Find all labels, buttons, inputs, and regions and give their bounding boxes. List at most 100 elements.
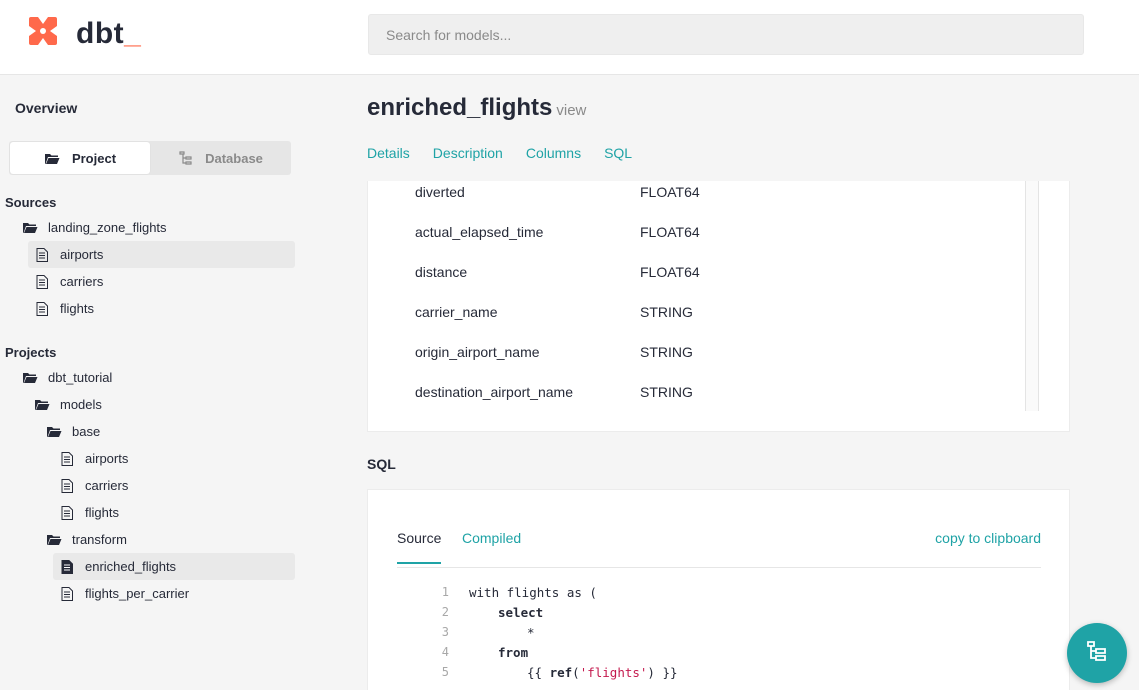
tree-folder-models[interactable]: models	[34, 391, 295, 418]
projects-title: Projects	[5, 345, 57, 360]
tree-item-label: transform	[72, 532, 127, 547]
tree-item-label: base	[72, 424, 101, 439]
project-tab[interactable]: Project	[10, 142, 150, 174]
file-icon	[59, 505, 75, 521]
line-number: 5	[441, 665, 449, 679]
sources-title: Sources	[5, 195, 57, 210]
column-type: FLOAT64	[640, 224, 700, 240]
tree-item-label: landing_zone_flights	[48, 220, 167, 235]
column-row[interactable]: actual_elapsed_time FLOAT64	[415, 224, 700, 240]
tree-item-label: flights	[85, 505, 119, 520]
database-tab-label: Database	[205, 150, 263, 166]
sql-panel: Source Compiled copy to clipboard 1 with…	[367, 489, 1070, 690]
tree-file-airports-model[interactable]: airports	[53, 445, 295, 472]
column-name: diverted	[415, 184, 465, 200]
folder-open-icon	[34, 397, 50, 413]
code-line: with flights as (	[469, 585, 597, 600]
column-name: destination_airport_name	[415, 384, 573, 400]
tree-folder-dbt-tutorial[interactable]: dbt_tutorial	[22, 364, 295, 391]
lineage-graph-button[interactable]	[1067, 623, 1127, 683]
tree-item-label: carriers	[60, 274, 104, 289]
code-line: *	[527, 625, 535, 640]
file-icon	[59, 478, 75, 494]
code-line: select	[498, 605, 544, 620]
section-tabs: Details Description Columns SQL	[367, 145, 632, 161]
file-filled-icon	[59, 559, 75, 575]
tab-description[interactable]: Description	[432, 145, 503, 161]
tab-columns[interactable]: Columns	[525, 145, 582, 161]
columns-panel: diverted FLOAT64 actual_elapsed_time FLO…	[367, 181, 1070, 432]
tree-item-label: flights	[60, 301, 94, 316]
model-kind-badge: view	[556, 102, 587, 119]
project-database-switch: Project Database	[9, 141, 291, 175]
file-icon	[34, 247, 50, 263]
line-number: 2	[441, 605, 449, 619]
column-type: STRING	[640, 384, 693, 400]
tree-item-label: flights_per_carrier	[85, 586, 190, 601]
project-tab-label: Project	[71, 150, 117, 166]
column-type: FLOAT64	[640, 264, 700, 280]
line-number: 1	[441, 585, 449, 599]
tree-file-enriched-flights[interactable]: enriched_flights	[53, 553, 295, 580]
tab-details[interactable]: Details	[367, 145, 410, 161]
column-type: STRING	[640, 344, 693, 360]
file-icon	[34, 301, 50, 317]
tab-source[interactable]: Source	[397, 530, 441, 564]
file-icon	[59, 451, 75, 467]
tree-item-label: models	[60, 397, 102, 412]
folder-open-icon	[46, 532, 62, 548]
tree-folder-base[interactable]: base	[46, 418, 295, 445]
column-name: origin_airport_name	[415, 344, 540, 360]
sql-tabs: Source Compiled copy to clipboard	[397, 528, 1041, 568]
tree-item-label: airports	[85, 451, 129, 466]
tree-item-label: enriched_flights	[85, 559, 177, 574]
column-name: carrier_name	[415, 304, 498, 320]
tree-file-flights-source[interactable]: flights	[28, 295, 295, 322]
line-number: 3	[441, 625, 449, 639]
sidebar: Overview Project Database Sources landin…	[0, 75, 300, 690]
sql-section-heading: SQL	[367, 456, 396, 472]
tree-item-label: dbt_tutorial	[48, 370, 113, 385]
column-row[interactable]: origin_airport_name STRING	[415, 344, 693, 360]
tree-item-label: airports	[60, 247, 104, 262]
top-bar: dbt_	[0, 0, 1139, 75]
tree-file-flights-per-carrier[interactable]: flights_per_carrier	[53, 580, 295, 607]
column-name: actual_elapsed_time	[415, 224, 544, 240]
code-line: from	[498, 645, 529, 660]
tree-folder-transform[interactable]: transform	[46, 526, 295, 553]
tree-file-airports-source[interactable]: airports	[28, 241, 295, 268]
code-line: {{ ref('flights') }}	[527, 665, 678, 680]
tree-file-carriers-model[interactable]: carriers	[53, 472, 295, 499]
tab-compiled[interactable]: Compiled	[462, 530, 522, 546]
search-input[interactable]	[368, 14, 1084, 55]
copy-to-clipboard-button[interactable]: copy to clipboard	[935, 530, 1041, 546]
tree-file-carriers-source[interactable]: carriers	[28, 268, 295, 295]
file-icon	[59, 586, 75, 602]
tree-item-label: carriers	[85, 478, 129, 493]
folder-open-icon	[22, 220, 38, 236]
logo-wordmark: dbt_	[76, 16, 142, 50]
column-row[interactable]: distance FLOAT64	[415, 264, 700, 280]
line-number: 4	[441, 645, 449, 659]
database-tree-icon	[179, 151, 193, 165]
tree-file-flights-model[interactable]: flights	[53, 499, 295, 526]
database-tab[interactable]: Database	[151, 141, 291, 175]
column-type: STRING	[640, 304, 693, 320]
column-type: FLOAT64	[640, 184, 700, 200]
column-row[interactable]: diverted FLOAT64	[415, 184, 700, 200]
folder-open-icon	[46, 424, 62, 440]
tree-folder-landing-zone-flights[interactable]: landing_zone_flights	[22, 214, 295, 241]
columns-scrollbar[interactable]	[1025, 181, 1039, 411]
overview-link[interactable]: Overview	[15, 100, 78, 116]
column-row[interactable]: destination_airport_name STRING	[415, 384, 693, 400]
page-title: enriched_flights view	[367, 94, 586, 122]
column-name: distance	[415, 264, 468, 280]
model-name: enriched_flights	[367, 94, 553, 121]
tab-sql[interactable]: SQL	[604, 145, 633, 161]
folder-open-icon	[44, 152, 60, 165]
column-row[interactable]: carrier_name STRING	[415, 304, 693, 320]
lineage-graph-icon	[1085, 639, 1109, 668]
folder-open-icon	[22, 370, 38, 386]
dbt-logo[interactable]: dbt_	[26, 14, 141, 53]
file-icon	[34, 274, 50, 290]
